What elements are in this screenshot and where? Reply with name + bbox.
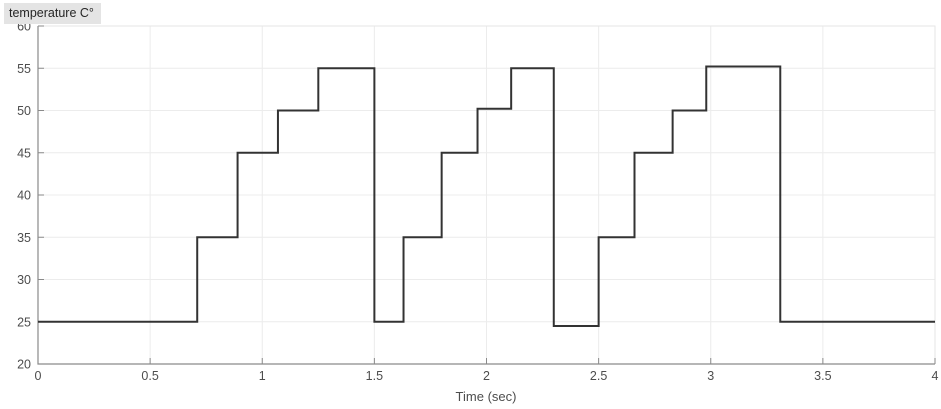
- x-tick-label: 0: [35, 369, 42, 383]
- y-tick-label: 50: [17, 104, 31, 118]
- x-tick-label: 2.5: [590, 369, 607, 383]
- plot-box: [38, 25, 936, 364]
- x-tick-label: 4: [932, 369, 939, 383]
- x-axis-label: Time (sec): [456, 389, 517, 404]
- x-tick-label: 3: [707, 369, 714, 383]
- y-tick-label: 55: [17, 62, 31, 76]
- x-tick-label: 1.5: [366, 369, 383, 383]
- y-tick-label: 20: [17, 358, 31, 372]
- chart-title: temperature C°: [4, 3, 101, 24]
- y-tick-label: 25: [17, 315, 31, 329]
- y-tick-label: 40: [17, 189, 31, 203]
- x-tick-label: 3.5: [814, 369, 831, 383]
- y-tick-label: 45: [17, 146, 31, 160]
- y-tick-label: 35: [17, 231, 31, 245]
- y-tick-label: 30: [17, 273, 31, 287]
- x-tick-label: 0.5: [141, 369, 158, 383]
- x-tick-label: 2: [483, 369, 490, 383]
- x-tick-label: 1: [259, 369, 266, 383]
- temperature-series: [38, 65, 935, 327]
